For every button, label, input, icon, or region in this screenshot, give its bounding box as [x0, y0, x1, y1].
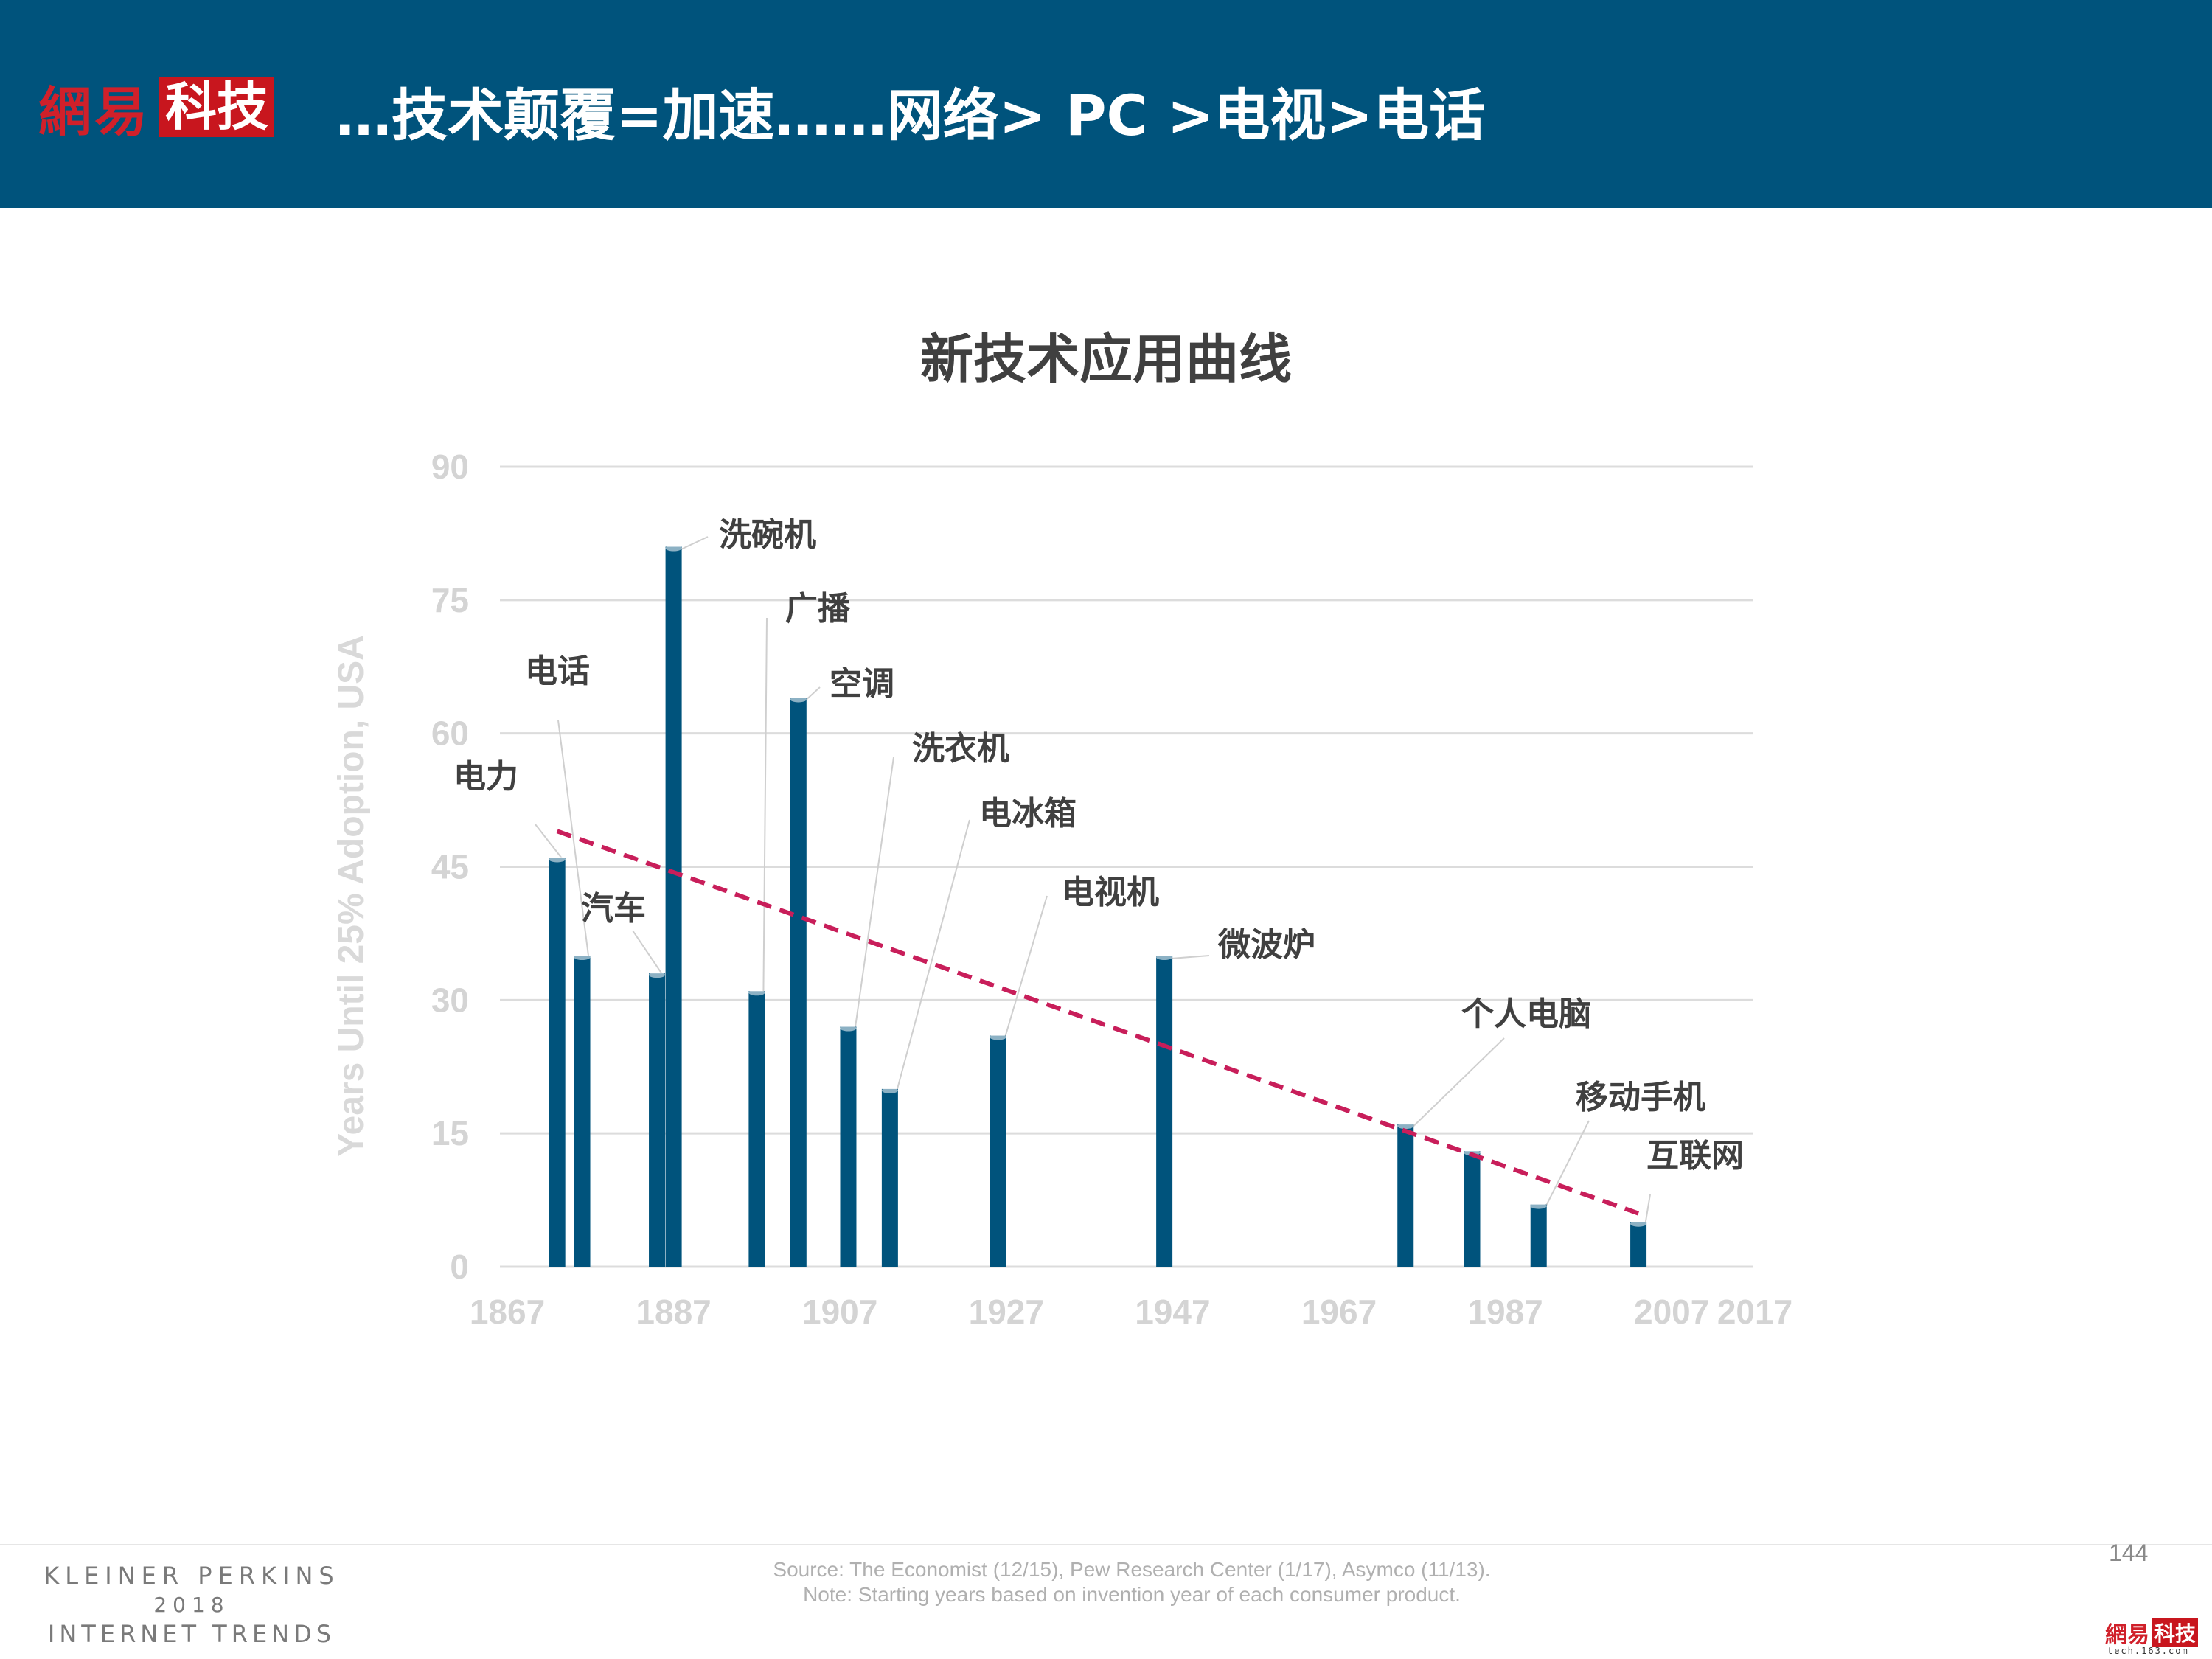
- mini-logo-url: tech.163.com: [2107, 1646, 2189, 1656]
- mini-logo-text: 網易: [2105, 1622, 2149, 1648]
- leader-line: [762, 617, 768, 995]
- bar-cap: [665, 545, 682, 552]
- page-title: …技术颠覆=加速……网络> PC >电视>电话: [335, 83, 1486, 148]
- leader-line: [804, 686, 821, 702]
- x-tick-label: 2007: [1634, 1293, 1709, 1331]
- y-tick-label: 0: [450, 1248, 469, 1286]
- bar: [574, 956, 591, 1267]
- leader-line: [1544, 1120, 1590, 1208]
- leader-line: [1171, 955, 1210, 960]
- header-bar: 網易 科技 …技术颠覆=加速……网络> PC >电视>电话: [0, 0, 2212, 208]
- leader-line: [1411, 1037, 1505, 1128]
- bar: [649, 973, 666, 1267]
- bar: [1630, 1222, 1647, 1267]
- bar: [748, 991, 765, 1267]
- logo-text: 網易: [38, 80, 151, 143]
- bar: [1156, 956, 1173, 1267]
- trendline: [556, 829, 1640, 1216]
- x-tick-label: 1967: [1301, 1293, 1377, 1331]
- trendline-dashed: [556, 829, 1640, 1216]
- netease-tech-mini-logo: 網易 科技: [2105, 1616, 2199, 1649]
- bar: [990, 1035, 1006, 1267]
- x-tick-label: 1947: [1135, 1293, 1210, 1331]
- y-tick-label: 90: [431, 448, 469, 486]
- label-leader-lines: [535, 536, 1651, 1225]
- y-tick-label: 30: [431, 981, 469, 1019]
- kleiner-perkins-brand: KLEINER PERKINS 2018 INTERNET TRENDS: [29, 1562, 354, 1648]
- leader-line: [1004, 895, 1048, 1039]
- brand-subtitle: INTERNET TRENDS: [47, 1620, 336, 1648]
- chart-bars: [549, 545, 1647, 1267]
- bar-cap: [649, 972, 666, 978]
- leader-line: [680, 536, 709, 551]
- y-tick-label: 15: [431, 1114, 469, 1152]
- y-tick-label: 60: [431, 714, 469, 753]
- bar-label: 电视机: [1062, 874, 1159, 911]
- x-tick-label: 1927: [969, 1293, 1044, 1331]
- bar: [549, 858, 566, 1267]
- chart-title: 新技术应用曲线: [0, 316, 2212, 393]
- bar-cap: [990, 1034, 1006, 1040]
- bar-label: 电话: [525, 653, 590, 690]
- leader-line: [854, 757, 894, 1030]
- bar-cap: [840, 1025, 857, 1032]
- leader-line: [535, 824, 565, 862]
- bar-cap: [549, 856, 566, 863]
- bar-cap: [881, 1087, 898, 1093]
- leader-line: [632, 930, 664, 977]
- bar-cap: [1397, 1123, 1414, 1130]
- bar: [881, 1088, 898, 1267]
- y-axis-ticks: 0 15 30 45 60 75 90: [431, 448, 469, 1286]
- footer-divider: [0, 1544, 2212, 1545]
- y-axis-label: Years Until 25% Adoption, USA: [332, 635, 371, 1157]
- source-line: Source: The Economist (12/15), Pew Resea…: [773, 1558, 1491, 1581]
- source-note: Source: The Economist (12/15), Pew Resea…: [664, 1557, 1600, 1607]
- note-line: Note: Starting years based on invention …: [803, 1583, 1461, 1606]
- bar-label: 移动手机: [1576, 1079, 1705, 1116]
- bar-label: 洗衣机: [912, 730, 1009, 768]
- bar: [840, 1026, 857, 1267]
- bar-label: 空调: [830, 665, 894, 703]
- bar-cap: [748, 990, 765, 996]
- bar-label: 广播: [785, 590, 851, 627]
- bar-cap: [790, 696, 807, 703]
- bar-label: 电力: [453, 758, 518, 796]
- y-tick-label: 45: [431, 848, 469, 886]
- brand-year: 2018: [153, 1593, 230, 1617]
- bar-label: 个人电脑: [1461, 995, 1591, 1033]
- leader-line: [557, 720, 590, 959]
- mini-logo-badge: 科技: [2152, 1618, 2199, 1647]
- bar: [665, 546, 682, 1267]
- chart-title-text: 新技术应用曲线: [919, 328, 1292, 390]
- netease-tech-logo: 網易 科技: [38, 74, 275, 143]
- page-number: 144: [2109, 1540, 2149, 1566]
- chart-gridlines: [500, 465, 1753, 1268]
- x-tick-label: 1867: [470, 1293, 545, 1331]
- x-tick-label: 1907: [802, 1293, 877, 1331]
- x-tick-label: 2017: [1717, 1293, 1792, 1331]
- y-tick-label: 75: [431, 581, 469, 619]
- bar-label: 互联网: [1646, 1137, 1744, 1175]
- x-axis-ticks: 1867 1887 1907 1927 1947 1967 1987 2007 2017: [470, 1293, 1792, 1331]
- bar: [1397, 1124, 1414, 1267]
- x-tick-label: 1987: [1467, 1293, 1543, 1331]
- leader-line: [895, 819, 970, 1093]
- bar-cap: [1630, 1220, 1647, 1227]
- bar-cap: [1156, 954, 1173, 961]
- bar-label: 洗碗机: [719, 516, 816, 554]
- bar-cap: [574, 954, 591, 961]
- bar-cap: [1530, 1203, 1547, 1209]
- bar-label: 电冰箱: [979, 795, 1077, 832]
- bar-label: 汽车: [581, 890, 646, 928]
- bar-label: 微波炉: [1217, 926, 1315, 964]
- bar: [1464, 1151, 1481, 1267]
- logo-badge: 科技: [159, 77, 275, 137]
- leader-line: [1644, 1194, 1651, 1225]
- brand-name: KLEINER PERKINS: [44, 1562, 340, 1590]
- bar: [1530, 1204, 1547, 1267]
- bar: [790, 698, 807, 1267]
- x-tick-label: 1887: [636, 1293, 711, 1331]
